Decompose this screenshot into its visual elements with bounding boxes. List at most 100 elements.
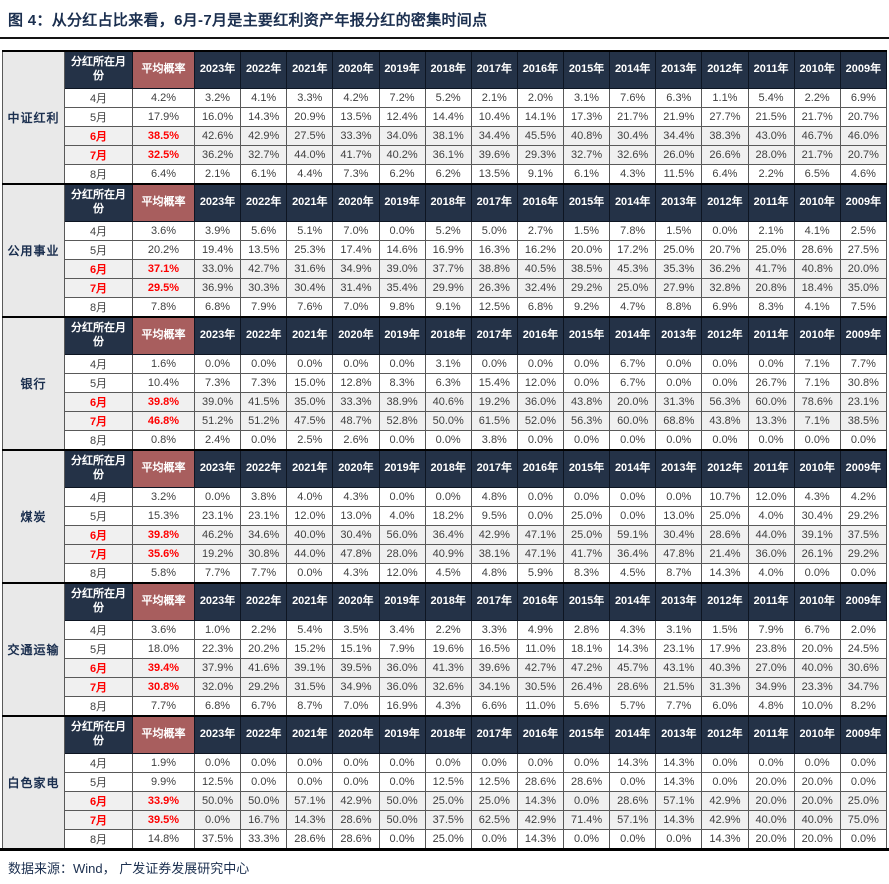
probability-cell: 35.0%	[839, 278, 888, 298]
probability-cell: 0.0%	[562, 791, 611, 811]
year-header: 2017年	[470, 715, 518, 754]
year-header: 2011年	[747, 582, 795, 621]
probability-cell: 2.0%	[516, 88, 565, 108]
avg-probability-cell: 3.6%	[132, 620, 195, 640]
probability-cell: 27.0%	[747, 658, 795, 678]
month-cell: 5月	[64, 107, 133, 127]
avg-probability-header: 平均概率	[132, 449, 195, 488]
month-cell: 6月	[64, 259, 133, 279]
probability-cell: 37.5%	[424, 810, 472, 830]
probability-cell: 7.9%	[240, 297, 288, 318]
probability-cell: 0.0%	[562, 829, 611, 849]
probability-cell: 42.7%	[240, 259, 288, 279]
probability-cell: 19.2%	[193, 544, 242, 564]
table-row: 7月 39.5% 0.0% 16.7% 14.3% 28.6% 50.0% 37.5% 62.5…	[3, 810, 888, 830]
probability-cell: 8.8%	[655, 297, 703, 318]
avg-probability-header: 平均概率	[132, 183, 195, 222]
probability-cell: 7.9%	[747, 620, 795, 640]
probability-cell: 14.6%	[378, 240, 426, 260]
year-header: 2023年	[193, 582, 242, 621]
probability-cell: 41.7%	[332, 145, 380, 165]
probability-cell: 5.4%	[747, 88, 795, 108]
probability-cell: 4.1%	[240, 88, 288, 108]
table-row: 4月 1.9% 0.0% 0.0% 0.0% 0.0% 0.0% 0.0% 0.0% 0.0% 0.…	[3, 753, 888, 773]
probability-cell: 20.7%	[839, 107, 888, 127]
table-row: 5月 20.2% 19.4% 13.5% 25.3% 17.4% 14.6% 16.9% 16.…	[3, 240, 888, 260]
probability-cell: 7.0%	[332, 221, 380, 241]
probability-cell: 9.8%	[378, 297, 426, 318]
probability-cell: 44.0%	[286, 544, 334, 564]
probability-cell: 35.4%	[378, 278, 426, 298]
probability-cell: 4.4%	[286, 164, 334, 185]
probability-cell: 2.1%	[470, 88, 518, 108]
probability-cell: 4.0%	[286, 487, 334, 507]
probability-cell: 25.3%	[286, 240, 334, 260]
probability-cell: 38.5%	[562, 259, 611, 279]
probability-cell: 36.4%	[424, 525, 472, 545]
avg-probability-cell: 5.8%	[132, 563, 195, 584]
probability-cell: 26.1%	[793, 544, 841, 564]
table-row: 8月 7.8% 6.8% 7.9% 7.6% 7.0% 9.8% 9.1% 12.5% 6.8% 9…	[3, 297, 888, 318]
probability-cell: 12.0%	[286, 506, 334, 526]
probability-cell: 23.8%	[747, 639, 795, 659]
probability-cell: 28.6%	[793, 240, 841, 260]
probability-cell: 5.1%	[286, 221, 334, 241]
probability-cell: 52.8%	[378, 411, 426, 431]
avg-probability-cell: 9.9%	[132, 772, 195, 792]
probability-cell: 17.9%	[701, 639, 749, 659]
probability-cell: 8.2%	[839, 696, 888, 717]
probability-cell: 5.2%	[424, 88, 472, 108]
probability-cell: 2.2%	[240, 620, 288, 640]
probability-cell: 5.6%	[562, 696, 611, 717]
year-header: 2013年	[655, 183, 703, 222]
probability-cell: 6.2%	[378, 164, 426, 185]
probability-cell: 6.4%	[701, 164, 749, 185]
probability-cell: 21.7%	[793, 145, 841, 165]
probability-cell: 40.2%	[378, 145, 426, 165]
avg-probability-cell: 38.5%	[132, 126, 195, 146]
year-header: 2009年	[839, 183, 888, 222]
probability-cell: 28.6%	[562, 772, 611, 792]
month-column-header: 分红所在月份	[64, 715, 133, 754]
probability-cell: 6.9%	[839, 88, 888, 108]
title-divider	[0, 37, 889, 39]
probability-cell: 34.6%	[240, 525, 288, 545]
probability-cell: 25.0%	[609, 278, 657, 298]
year-header: 2019年	[378, 715, 426, 754]
probability-cell: 0.0%	[701, 354, 749, 374]
probability-cell: 23.1%	[193, 506, 242, 526]
probability-cell: 42.6%	[193, 126, 242, 146]
probability-cell: 41.5%	[240, 392, 288, 412]
probability-cell: 51.2%	[193, 411, 242, 431]
probability-cell: 3.3%	[470, 620, 518, 640]
probability-cell: 35.3%	[655, 259, 703, 279]
probability-cell: 0.0%	[286, 563, 334, 584]
avg-probability-cell: 20.2%	[132, 240, 195, 260]
figure-title: 图 4：从分红占比来看，6月-7月是主要红利资产年报分红的密集时间点	[8, 12, 488, 29]
section-4: 煤炭 分红所在月份 平均概率 2023年 2022年 2021年 2020年 2019年 201…	[2, 449, 888, 584]
section-label: 中证红利	[2, 50, 65, 185]
probability-cell: 59.1%	[609, 525, 657, 545]
probability-cell: 7.9%	[378, 639, 426, 659]
probability-cell: 14.3%	[609, 639, 657, 659]
probability-cell: 0.0%	[609, 487, 657, 507]
year-header: 2021年	[286, 449, 334, 488]
probability-cell: 26.3%	[470, 278, 518, 298]
probability-cell: 0.0%	[286, 354, 334, 374]
probability-cell: 9.1%	[424, 297, 472, 318]
probability-cell: 0.0%	[839, 753, 888, 773]
probability-cell: 0.0%	[332, 753, 380, 773]
probability-cell: 4.3%	[609, 620, 657, 640]
probability-cell: 6.5%	[793, 164, 841, 185]
probability-cell: 0.0%	[378, 829, 426, 849]
year-header: 2023年	[193, 50, 242, 89]
avg-probability-cell: 33.9%	[132, 791, 195, 811]
year-header: 2015年	[562, 715, 611, 754]
probability-cell: 21.7%	[793, 107, 841, 127]
probability-cell: 0.0%	[839, 563, 888, 584]
table-row: 6月 37.1% 33.0% 42.7% 31.6% 34.9% 39.0% 37.7% 38.…	[3, 259, 888, 279]
probability-cell: 25.0%	[747, 240, 795, 260]
probability-cell: 41.7%	[747, 259, 795, 279]
probability-cell: 2.7%	[516, 221, 565, 241]
year-header: 2019年	[378, 316, 426, 355]
